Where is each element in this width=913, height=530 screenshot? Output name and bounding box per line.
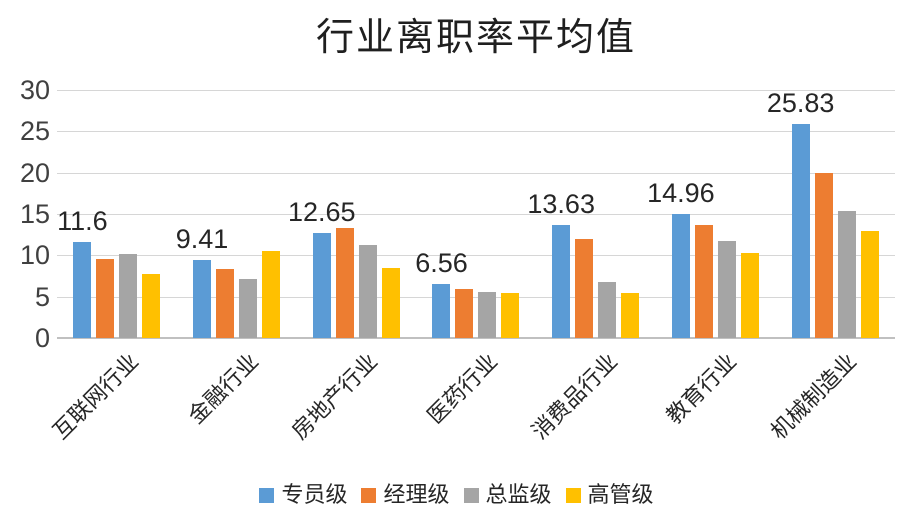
data-label: 9.41 — [175, 224, 229, 255]
gridline — [57, 296, 895, 298]
bar-总监级 — [598, 281, 617, 338]
y-tick-label: 5 — [34, 281, 50, 312]
gridline — [57, 255, 895, 257]
y-tick-label: 0 — [34, 323, 50, 353]
bar-专员级 — [432, 283, 451, 338]
bar-group-6: 14.96 — [647, 90, 776, 338]
legend-label: 总监级 — [485, 482, 552, 507]
x-category-label: 医药行业 — [422, 348, 503, 429]
legend-swatch-icon — [361, 487, 377, 503]
legend-item-总监级: 总监级 — [463, 482, 552, 507]
x-category-label: 互联网行业 — [47, 348, 144, 445]
y-tick-label: 15 — [19, 199, 50, 229]
bar-group-3: 12.65 — [288, 90, 416, 338]
bar-专员级 — [671, 214, 690, 338]
bar-经理级 — [216, 269, 235, 338]
bar-经理级 — [455, 289, 474, 338]
bar-总监级 — [239, 279, 258, 338]
bar-总监级 — [837, 210, 856, 338]
data-label: 13.63 — [527, 189, 595, 220]
y-tick-label: 10 — [19, 240, 50, 271]
y-tick-label: 30 — [19, 75, 50, 105]
x-category-label: 房地产行业 — [287, 348, 383, 445]
x-category-label: 教育行业 — [661, 348, 742, 429]
bar-group-2: 9.41 — [175, 90, 297, 338]
bar-经理级 — [694, 224, 713, 338]
data-label: 6.56 — [415, 247, 468, 278]
bar-经理级 — [575, 238, 594, 338]
gridline — [57, 90, 895, 91]
bar-总监级 — [478, 291, 497, 338]
bar-专员级 — [193, 260, 212, 338]
bar-高管级 — [740, 252, 759, 338]
legend-swatch-icon — [463, 487, 479, 503]
data-label: 11.6 — [57, 206, 108, 237]
bar-高管级 — [860, 230, 879, 338]
x-category-label: 机械制造业 — [765, 348, 862, 445]
data-label: 12.65 — [287, 197, 356, 228]
legend-label: 经理级 — [383, 482, 450, 507]
bar-group-1: 11.6 — [57, 90, 177, 338]
y-tick-label: 25 — [19, 116, 50, 147]
bar-高管级 — [501, 293, 520, 338]
bar-group-7: 25.83 — [767, 90, 895, 338]
bar-group-4: 6.56 — [415, 90, 536, 338]
bar-group-5: 13.63 — [527, 90, 656, 338]
bar-经理级 — [96, 258, 115, 338]
legend-item-高管级: 高管级 — [565, 482, 654, 507]
legend-swatch-icon — [565, 487, 581, 503]
bar-高管级 — [381, 267, 400, 338]
plot-area: 0 5 10 15 20 25 30 11.6 9.41 12.65 6.56 13.63 14.96 2… — [20, 77, 895, 352]
bar-总监级 — [119, 253, 138, 338]
bar-专员级 — [73, 242, 92, 338]
data-label: 14.96 — [647, 178, 715, 209]
bar-总监级 — [717, 241, 736, 338]
bar-专员级 — [552, 225, 571, 338]
bar-经理级 — [814, 172, 833, 338]
x-axis-labels: 互联网行业 金融行业 房地产行业 医药行业 消费品行业 教育行业 机械制造业 — [48, 344, 895, 464]
y-tick-label: 20 — [19, 157, 50, 188]
bar-高管级 — [621, 292, 640, 338]
legend: 专员级 经理级 总监级 高管级 — [0, 484, 913, 506]
x-category-label: 金融行业 — [182, 348, 263, 429]
legend-item-经理级: 经理级 — [361, 482, 450, 507]
data-label: 25.83 — [766, 88, 835, 119]
bar-专员级 — [791, 124, 810, 338]
bar-总监级 — [358, 245, 377, 338]
bar-高管级 — [142, 274, 161, 338]
legend-label: 专员级 — [281, 482, 348, 507]
gridline — [57, 214, 895, 215]
legend-item-专员级: 专员级 — [259, 484, 347, 506]
gridline — [57, 131, 895, 133]
gridline — [57, 172, 895, 174]
bar-专员级 — [312, 233, 331, 338]
legend-swatch-icon — [259, 487, 275, 503]
chart-title: 行业离职率平均值 — [315, 17, 636, 59]
x-axis-line — [57, 337, 895, 339]
bar-经理级 — [335, 228, 354, 338]
bar-高管级 — [262, 251, 281, 338]
x-category-label: 消费品行业 — [526, 348, 622, 445]
legend-label: 高管级 — [587, 482, 654, 507]
